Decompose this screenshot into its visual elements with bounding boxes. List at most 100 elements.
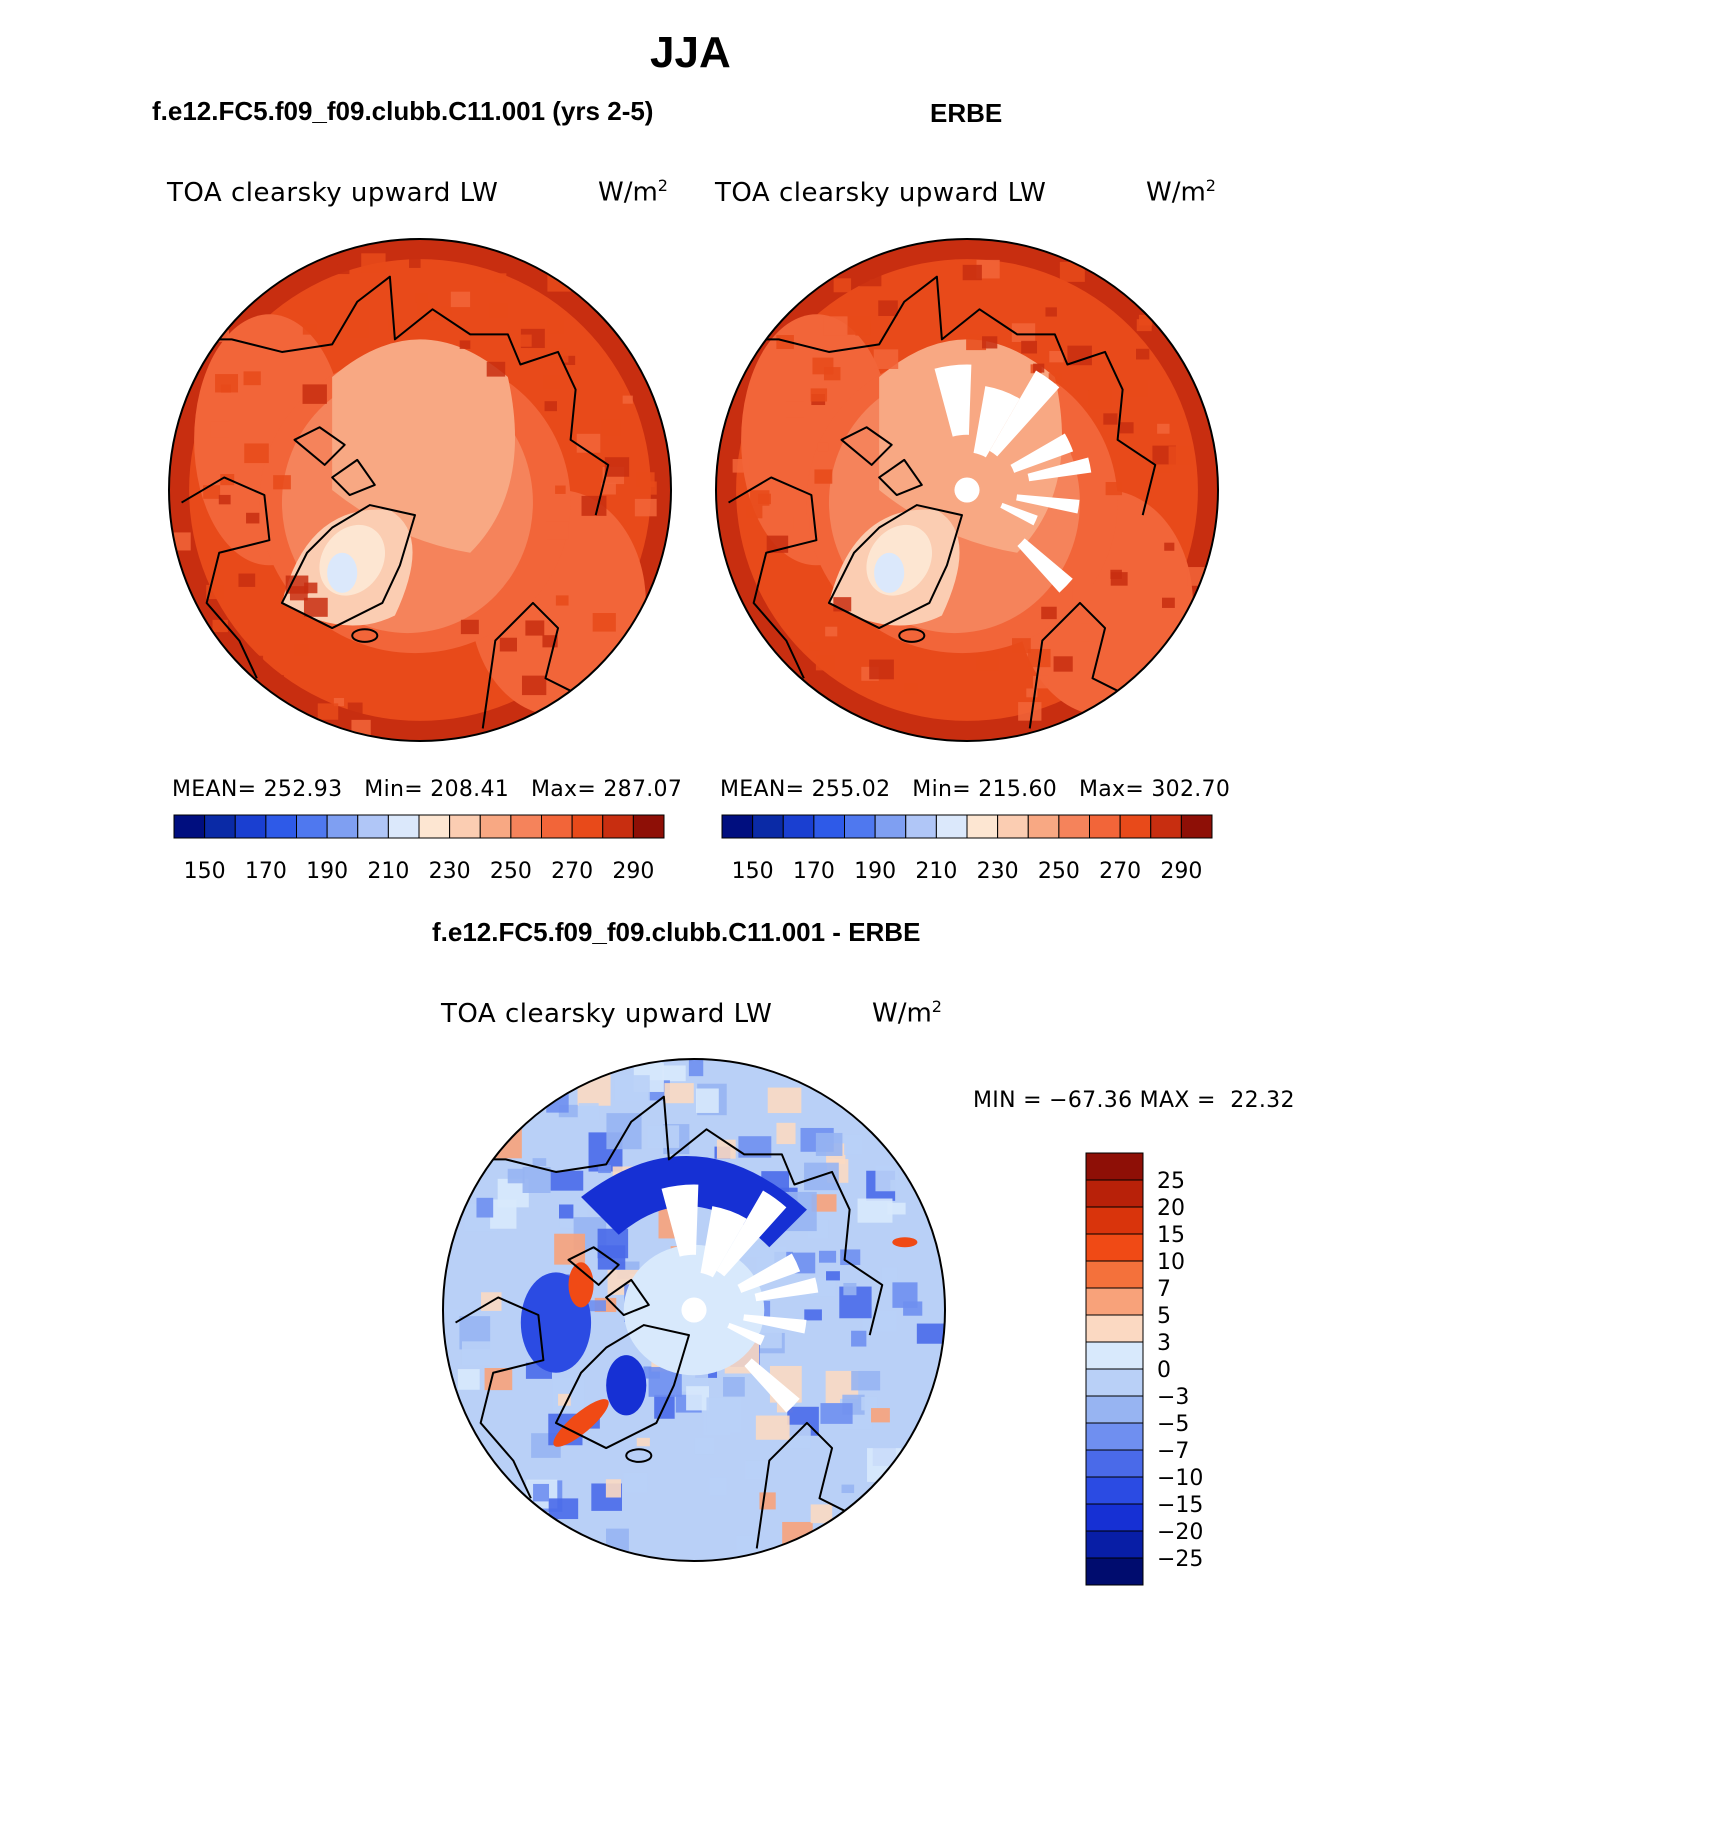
- panel-diff-variable: TOA clearsky upward LW: [441, 999, 773, 1029]
- missing-data-wedge: [700, 1206, 747, 1278]
- field-cell: [203, 485, 221, 499]
- field-band: [606, 1355, 647, 1416]
- coastline: [481, 601, 572, 729]
- field-cell: [581, 495, 607, 516]
- map-model-border: [168, 238, 672, 742]
- field-cell: [555, 485, 566, 494]
- field-cell: [302, 323, 317, 335]
- field-cell: [361, 253, 386, 273]
- field-cell: [183, 408, 196, 418]
- field-cell: [304, 582, 318, 594]
- panel-diff-units-exp: 2: [931, 997, 942, 1016]
- field-cell: [484, 1368, 513, 1391]
- cbar-obs-tick-label: 230: [977, 859, 1019, 884]
- field-cell: [563, 355, 576, 366]
- panel-left-stats: MEAN= 252.93 Min= 208.41 Max= 287.07: [172, 777, 682, 802]
- cbar-obs-cell: [1058, 814, 1090, 839]
- field-cell: [215, 374, 239, 393]
- cbar-model-tick-label: 230: [429, 859, 471, 884]
- cbar-model-cell: [387, 814, 420, 839]
- missing-data-wedge: [1027, 457, 1092, 482]
- missing-data-wedge: [934, 364, 972, 437]
- field-cell: [686, 1386, 709, 1411]
- field-cell: [1162, 597, 1175, 608]
- cbar-obs-cell: [813, 814, 845, 839]
- field-cell: [887, 1202, 906, 1215]
- field-band: [879, 339, 1063, 553]
- field-cell: [826, 1271, 840, 1281]
- cbar-diff-tick-label: 10: [1157, 1250, 1185, 1275]
- coastline: [554, 1324, 690, 1450]
- cbar-model-cell: [479, 814, 512, 839]
- field-cell: [273, 475, 291, 490]
- panel-right-stats: MEAN= 255.02 Min= 215.60 Max= 302.70: [720, 777, 1230, 802]
- field-cell: [1168, 446, 1193, 466]
- map-obs: [716, 239, 1218, 741]
- field-band: [892, 1237, 918, 1248]
- cbar-model-tick-label: 270: [551, 859, 593, 884]
- cbar-diff-tick-label: −7: [1157, 1439, 1189, 1464]
- cbar-obs-cell: [966, 814, 999, 839]
- field-cell: [1011, 323, 1036, 342]
- coastline: [755, 1421, 846, 1549]
- field-cell: [662, 1065, 686, 1082]
- field-cell: [576, 433, 601, 453]
- field-cell: [1059, 261, 1085, 282]
- field-cell: [709, 1477, 727, 1496]
- diff-min-label: MIN =: [973, 1088, 1042, 1113]
- field-cell: [817, 442, 829, 452]
- panel-right-units: W/m2: [1146, 176, 1216, 208]
- cbar-obs-tick-label: 290: [1160, 859, 1202, 884]
- missing-data-wedge: [716, 1190, 787, 1277]
- cbar-diff-cell: [1085, 1206, 1144, 1235]
- cbar-obs-cell: [997, 814, 1029, 839]
- field-cell: [846, 315, 871, 335]
- field-cell: [577, 1067, 611, 1106]
- field-cell: [1158, 462, 1173, 473]
- field-cell: [460, 619, 479, 635]
- field-cell: [634, 498, 657, 517]
- field-cell: [786, 1424, 811, 1449]
- field-cell: [1049, 350, 1064, 363]
- field-cell: [745, 1460, 769, 1479]
- field-cell: [516, 334, 532, 347]
- field-cell: [811, 1194, 837, 1212]
- field-cell: [688, 1059, 704, 1077]
- coastline-iceland: [898, 628, 926, 643]
- field-cell: [604, 457, 630, 477]
- cbar-model-tick-label: 210: [367, 859, 409, 884]
- cbar-model-tick-label: 290: [612, 859, 654, 884]
- field-cell: [600, 419, 621, 436]
- field-cell: [759, 1323, 782, 1349]
- diff-min-value: −67.36: [1049, 1088, 1133, 1113]
- field-cell: [785, 401, 805, 418]
- field-cell: [592, 613, 616, 632]
- field-cell: [823, 316, 848, 336]
- cbar-model-cell: [234, 814, 267, 839]
- field-cell: [857, 1198, 893, 1223]
- cbar-diff-tick-label: −5: [1157, 1412, 1189, 1437]
- field-cell: [881, 1267, 898, 1281]
- stat-max-value: 302.70: [1151, 777, 1231, 802]
- cbar-obs-cell: [844, 814, 876, 839]
- field-cell: [285, 575, 309, 594]
- panel-diff-units: W/m2: [872, 997, 942, 1029]
- field-cell: [622, 395, 633, 404]
- field-cell: [962, 264, 982, 281]
- field-cell: [546, 319, 565, 334]
- field-cell: [459, 340, 471, 349]
- stat-min-label: Min=: [364, 777, 423, 802]
- cbar-diff-tick-label: 3: [1157, 1331, 1171, 1356]
- missing-data-pole: [954, 477, 980, 503]
- field-cell: [776, 335, 794, 350]
- cbar-diff-cell: [1085, 1341, 1144, 1370]
- cbar-model-cell: [326, 814, 359, 839]
- field-cell: [815, 1132, 843, 1156]
- field-cell: [871, 1408, 890, 1423]
- field-cell: [814, 469, 833, 484]
- missing-data-wedge: [973, 386, 1020, 458]
- field-cell: [246, 512, 260, 524]
- panel-left-units-exp: 2: [657, 176, 668, 195]
- cbar-diff-cell: [1085, 1233, 1144, 1262]
- field-cell: [966, 334, 987, 351]
